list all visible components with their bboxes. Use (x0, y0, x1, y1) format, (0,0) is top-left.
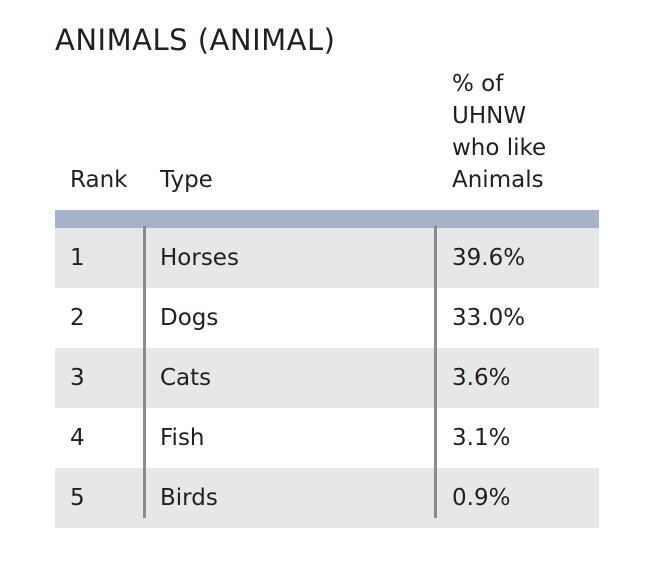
column-divider (143, 226, 146, 518)
percent-cell: 0.9% (452, 485, 511, 511)
table-row: 5 Birds 0.9% (55, 468, 599, 528)
type-cell: Dogs (160, 305, 219, 331)
column-header-rank: Rank (70, 167, 128, 193)
table-row: 3 Cats 3.6% (55, 348, 599, 408)
rank-cell: 1 (70, 245, 85, 271)
rank-cell: 2 (70, 305, 85, 331)
column-header-percent: % of UHNW who like Animals (452, 68, 546, 196)
column-header-percent-line: UHNW (452, 103, 527, 129)
percent-cell: 33.0% (452, 305, 526, 331)
rank-cell: 4 (70, 425, 85, 451)
percent-cell: 3.1% (452, 425, 511, 451)
rank-cell: 3 (70, 365, 85, 391)
column-header-percent-line: Animals (452, 167, 544, 193)
type-cell: Cats (160, 365, 212, 391)
column-header-type: Type (160, 167, 213, 193)
percent-cell: 3.6% (452, 365, 511, 391)
column-header-percent-line: % of (452, 71, 504, 97)
type-cell: Horses (160, 245, 239, 271)
animals-table: 1 Horses 39.6% 2 Dogs 33.0% 3 Cats 3.6% … (55, 210, 599, 528)
table-title: ANIMALS (ANIMAL) (55, 23, 336, 57)
type-cell: Birds (160, 485, 218, 511)
table-row: 2 Dogs 33.0% (55, 288, 599, 348)
table-row: 4 Fish 3.1% (55, 408, 599, 468)
type-cell: Fish (160, 425, 205, 451)
rank-cell: 5 (70, 485, 85, 511)
column-divider (434, 226, 437, 518)
table-row: 1 Horses 39.6% (55, 228, 599, 288)
percent-cell: 39.6% (452, 245, 526, 271)
table-header-bar (55, 210, 599, 228)
column-header-percent-line: who like (452, 135, 547, 161)
